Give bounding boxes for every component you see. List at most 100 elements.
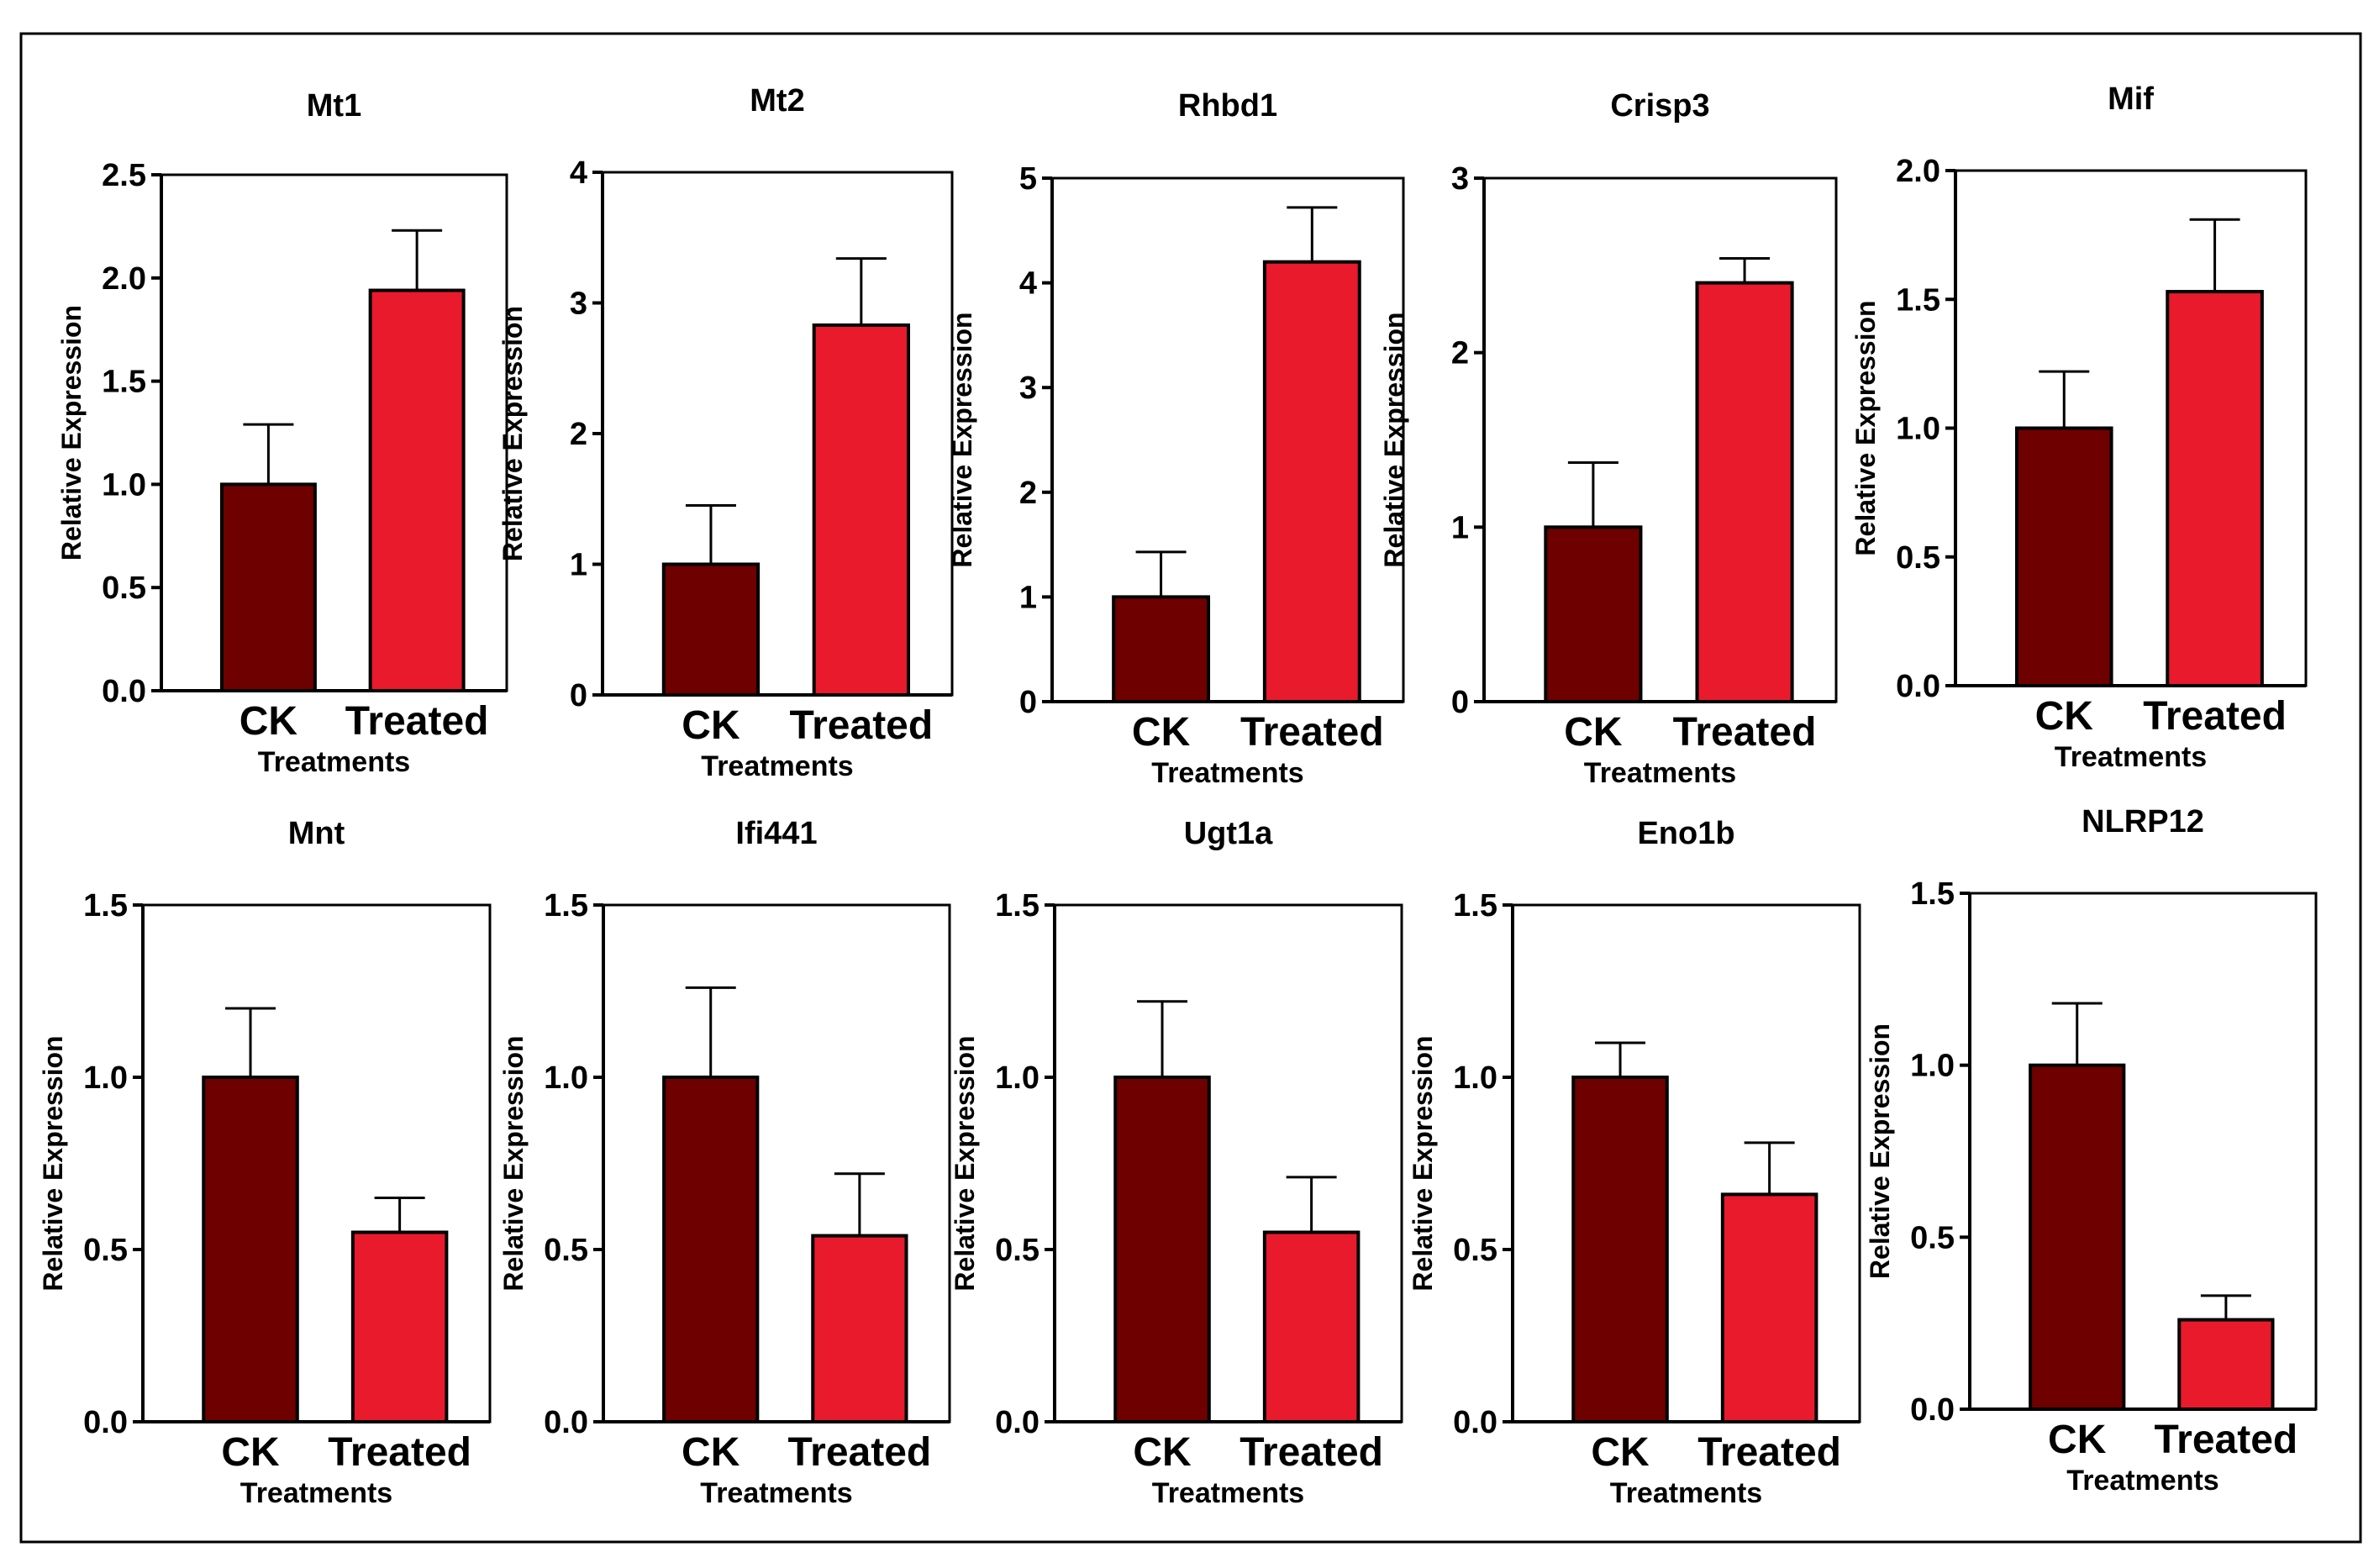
y-tick-label: 1 bbox=[1451, 510, 1469, 545]
bar-ck bbox=[662, 1076, 760, 1423]
y-tick-label: 2 bbox=[1019, 476, 1037, 511]
category-label-ck: CK bbox=[1564, 710, 1623, 755]
y-tick-label: 1 bbox=[570, 548, 587, 583]
bar-treated bbox=[2166, 290, 2264, 687]
category-label-treated: Treated bbox=[789, 703, 933, 748]
bar-ck bbox=[1571, 1076, 1669, 1423]
bar-ck bbox=[1544, 525, 1643, 703]
category-label-ck: CK bbox=[2048, 1418, 2107, 1462]
x-axis-label: Treatments bbox=[258, 746, 410, 778]
category-label-treated: Treated bbox=[1240, 710, 1384, 755]
y-tick-label: 0 bbox=[1451, 685, 1469, 720]
chart-panel-rhbd1: CK Treated 0 1 2 3 4 5 Rhbd1 Treatments Relative E… bbox=[947, 88, 1405, 789]
y-tick-label: 5 bbox=[1019, 161, 1037, 197]
category-label-treated: Treated bbox=[1673, 710, 1817, 755]
bar-treated bbox=[1262, 260, 1361, 703]
y-tick-label: 3 bbox=[1019, 371, 1037, 406]
chart-panel-mnt: CK Treated 0.0 0.5 1.0 1.5 Mnt Treatments Relati… bbox=[38, 816, 492, 1509]
bar-treated bbox=[368, 288, 466, 692]
y-tick-label: 0.5 bbox=[1910, 1220, 1955, 1255]
chart-title: Eno1b bbox=[1637, 816, 1734, 851]
x-axis-label: Treatments bbox=[1152, 1477, 1304, 1509]
y-tick-label: 2.0 bbox=[102, 261, 146, 297]
category-label-ck: CK bbox=[1133, 1430, 1192, 1475]
y-tick-label: 4 bbox=[1019, 266, 1037, 302]
chart-panel-ugt1a: CK Treated 0.0 0.5 1.0 1.5 Ugt1a Treatments Rela… bbox=[950, 816, 1403, 1509]
bar-ck bbox=[661, 562, 761, 697]
y-axis-label: Relative Expression bbox=[38, 1035, 68, 1291]
category-label-ck: CK bbox=[1132, 710, 1191, 755]
bar-treated bbox=[2177, 1318, 2275, 1412]
y-axis-label: Relative Expression bbox=[56, 305, 87, 560]
category-label-ck: CK bbox=[682, 1430, 740, 1475]
y-axis-label: Relative Expression bbox=[950, 1035, 980, 1291]
y-tick-label: 3 bbox=[570, 287, 587, 322]
chart-title: Mnt bbox=[288, 816, 345, 851]
bar-treated bbox=[1720, 1192, 1818, 1424]
bar-ck bbox=[219, 482, 317, 693]
chart-title: NLRP12 bbox=[2082, 804, 2204, 839]
y-tick-label: 1.0 bbox=[544, 1060, 588, 1096]
chart-title: Rhbd1 bbox=[1178, 88, 1277, 124]
x-axis-label: Treatments bbox=[1151, 757, 1303, 789]
x-axis-label: Treatments bbox=[1584, 757, 1736, 789]
y-tick-label: 1.5 bbox=[1910, 876, 1955, 912]
x-axis-label: Treatments bbox=[701, 750, 853, 782]
category-label-treated: Treated bbox=[345, 699, 489, 744]
chart-title: Mt2 bbox=[750, 83, 804, 118]
chart-title: Ugt1a bbox=[1184, 816, 1273, 851]
category-label-treated: Treated bbox=[2155, 1418, 2298, 1462]
y-tick-label: 0.5 bbox=[544, 1233, 588, 1268]
bar-treated bbox=[1695, 281, 1794, 703]
y-tick-label: 1.0 bbox=[83, 1060, 128, 1096]
category-label-treated: Treated bbox=[788, 1430, 932, 1475]
y-tick-label: 2.5 bbox=[102, 158, 146, 193]
bar-ck bbox=[202, 1076, 299, 1423]
y-tick-label: 2.0 bbox=[1896, 154, 1940, 189]
y-tick-label: 1.5 bbox=[102, 365, 146, 400]
y-axis-label: Relative Expression bbox=[498, 1035, 529, 1291]
bar-ck bbox=[1113, 1076, 1211, 1423]
x-axis-label: Treatments bbox=[1610, 1477, 1762, 1509]
x-axis-label: Treatments bbox=[240, 1477, 392, 1509]
bar-treated bbox=[811, 1234, 908, 1423]
category-label-treated: Treated bbox=[328, 1430, 471, 1475]
y-tick-label: 0.0 bbox=[544, 1405, 588, 1440]
x-axis-label: Treatments bbox=[700, 1477, 852, 1509]
chart-title: Mif bbox=[2108, 82, 2154, 117]
bar-ck bbox=[2029, 1063, 2126, 1411]
y-tick-label: 0.0 bbox=[83, 1405, 128, 1440]
category-label-ck: CK bbox=[1591, 1430, 1650, 1475]
y-axis-label: Relative Expression bbox=[947, 312, 977, 567]
chart-panel-crisp3: CK Treated 0 1 2 3 Crisp3 Treatments Relative Ex… bbox=[1379, 88, 1838, 789]
chart-title: Mt1 bbox=[307, 88, 361, 124]
x-axis-label: Treatments bbox=[2066, 1465, 2218, 1497]
x-axis-label: Treatments bbox=[2055, 741, 2207, 773]
y-tick-label: 1.0 bbox=[102, 467, 146, 502]
y-tick-label: 0 bbox=[570, 678, 587, 713]
y-tick-label: 0.5 bbox=[995, 1233, 1039, 1268]
y-tick-label: 0.0 bbox=[1910, 1392, 1955, 1428]
chart-title: Ifi441 bbox=[735, 816, 817, 851]
y-tick-label: 0.5 bbox=[1453, 1233, 1497, 1268]
bar-ck bbox=[1112, 595, 1211, 704]
y-tick-label: 1.0 bbox=[995, 1060, 1039, 1096]
y-tick-label: 0.5 bbox=[102, 571, 146, 606]
y-axis-label: Relative Expression bbox=[1379, 312, 1409, 567]
y-tick-label: 1.5 bbox=[544, 888, 588, 923]
bar-treated bbox=[1262, 1230, 1361, 1423]
bar-treated bbox=[350, 1230, 449, 1423]
chart-panel-eno1b: CK Treated 0.0 0.5 1.0 1.5 Eno1b Treatments Rela… bbox=[1408, 816, 1861, 1509]
y-tick-label: 1.5 bbox=[83, 888, 128, 923]
y-tick-label: 0.0 bbox=[1896, 669, 1940, 704]
category-label-treated: Treated bbox=[2143, 694, 2287, 739]
y-tick-label: 2 bbox=[570, 417, 587, 452]
y-tick-label: 0.0 bbox=[1453, 1405, 1497, 1440]
y-tick-label: 1.5 bbox=[995, 888, 1039, 923]
category-label-treated: Treated bbox=[1240, 1430, 1383, 1475]
y-tick-label: 0 bbox=[1019, 685, 1037, 720]
category-label-ck: CK bbox=[682, 703, 740, 748]
y-tick-label: 4 bbox=[570, 155, 587, 191]
chart-title: Crisp3 bbox=[1610, 88, 1709, 124]
